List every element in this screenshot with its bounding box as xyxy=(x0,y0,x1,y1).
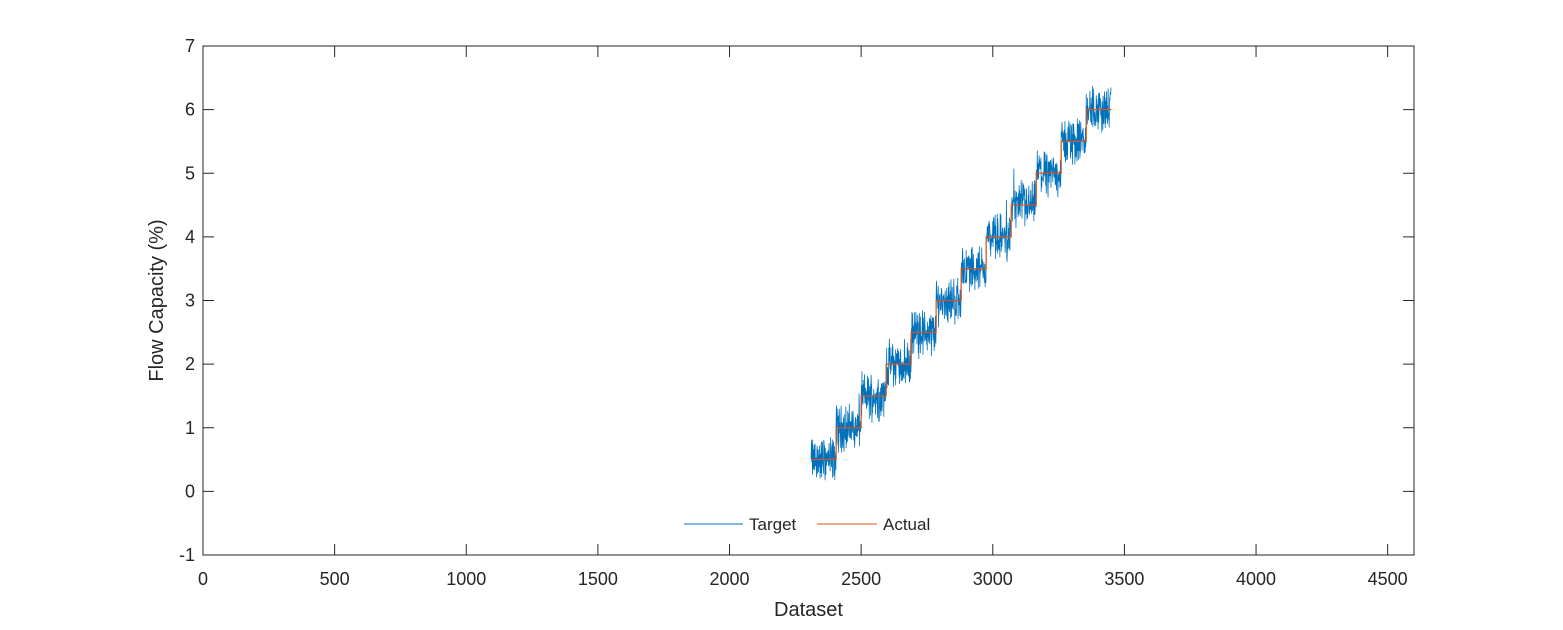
y-tick-label: 1 xyxy=(185,418,195,438)
x-tick-label: 1500 xyxy=(578,569,618,589)
y-tick-label: 5 xyxy=(185,163,195,183)
x-axis-label: Dataset xyxy=(774,599,843,621)
y-tick-label: 4 xyxy=(185,227,195,247)
x-tick-label: 3000 xyxy=(973,569,1013,589)
x-tick-label: 4000 xyxy=(1236,569,1276,589)
y-tick-label: 6 xyxy=(185,100,195,120)
legend-label-actual: Actual xyxy=(883,515,930,534)
y-tick-label: 3 xyxy=(185,291,195,311)
x-tick-label: 500 xyxy=(320,569,350,589)
series-line-actual xyxy=(811,109,1112,461)
y-axis-label: Flow Capacity (%) xyxy=(146,219,168,381)
legend: Target Actual xyxy=(684,515,930,534)
y-tick-label: 2 xyxy=(185,354,195,374)
y-tick-label: 0 xyxy=(185,481,195,501)
x-tick-label: 1000 xyxy=(446,569,486,589)
x-tick-label: 0 xyxy=(198,569,208,589)
tick-layer: 0 500 1000 1500 2000 2500 3000 3500 4000 4500-101… xyxy=(179,36,1414,589)
y-tick-label: 7 xyxy=(185,36,195,56)
x-tick-label: 3500 xyxy=(1104,569,1144,589)
legend-label-target: Target xyxy=(749,515,797,534)
x-tick-label: 4500 xyxy=(1368,569,1408,589)
plot-area xyxy=(203,46,1414,555)
y-tick-label: -1 xyxy=(179,545,195,565)
x-tick-label: 2500 xyxy=(841,569,881,589)
series-layer xyxy=(810,85,1112,481)
x-tick-label: 2000 xyxy=(709,569,749,589)
